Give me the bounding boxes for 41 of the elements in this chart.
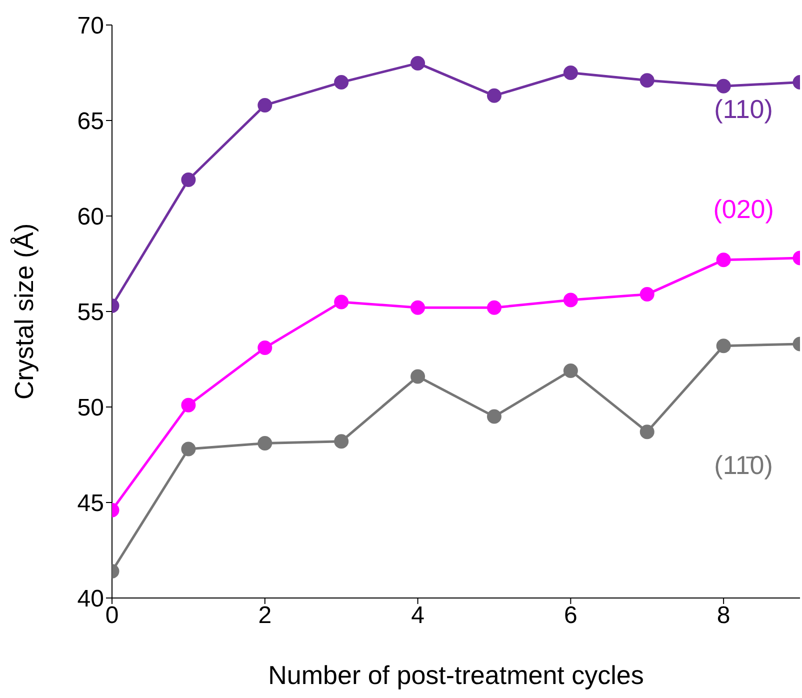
y-tick-label: 60	[77, 204, 104, 231]
y-tick-label: 45	[77, 490, 104, 518]
point	[258, 340, 272, 356]
point	[181, 442, 196, 456]
x-axis-title: Number of post-treatment cycles	[268, 660, 644, 690]
point	[258, 98, 272, 112]
x-tick-label: 0	[105, 602, 119, 630]
point	[410, 300, 426, 315]
point	[640, 73, 654, 88]
point	[640, 287, 654, 302]
point	[181, 398, 196, 412]
point	[563, 363, 578, 378]
series-label: (110)	[714, 94, 773, 124]
x-tick-label: 4	[411, 602, 424, 630]
point	[410, 369, 426, 384]
y-axis-title: Crystal size (Å)	[9, 223, 40, 400]
y-tick-label: 50	[77, 394, 104, 422]
x-tick-label: 2	[258, 602, 272, 630]
y-tick-label: 65	[77, 108, 104, 136]
x-tick-label: 6	[564, 602, 578, 630]
point	[640, 424, 654, 440]
y-tick-label: 40	[77, 586, 104, 613]
x-tick-label: 8	[716, 602, 730, 630]
y-tick-label: 55	[77, 299, 104, 326]
point	[563, 66, 578, 80]
point	[334, 294, 349, 310]
point	[410, 56, 426, 70]
point	[334, 434, 349, 449]
point	[486, 409, 502, 424]
point	[716, 78, 731, 94]
point	[258, 436, 272, 451]
point	[334, 75, 349, 90]
point	[563, 292, 578, 308]
y-tick-label: 70	[77, 12, 104, 40]
point	[181, 172, 196, 187]
point	[716, 338, 731, 354]
point	[716, 252, 731, 268]
point	[486, 88, 502, 103]
point	[486, 300, 502, 315]
text: (11̄0)	[714, 450, 773, 480]
series-label: (020)	[713, 194, 774, 224]
